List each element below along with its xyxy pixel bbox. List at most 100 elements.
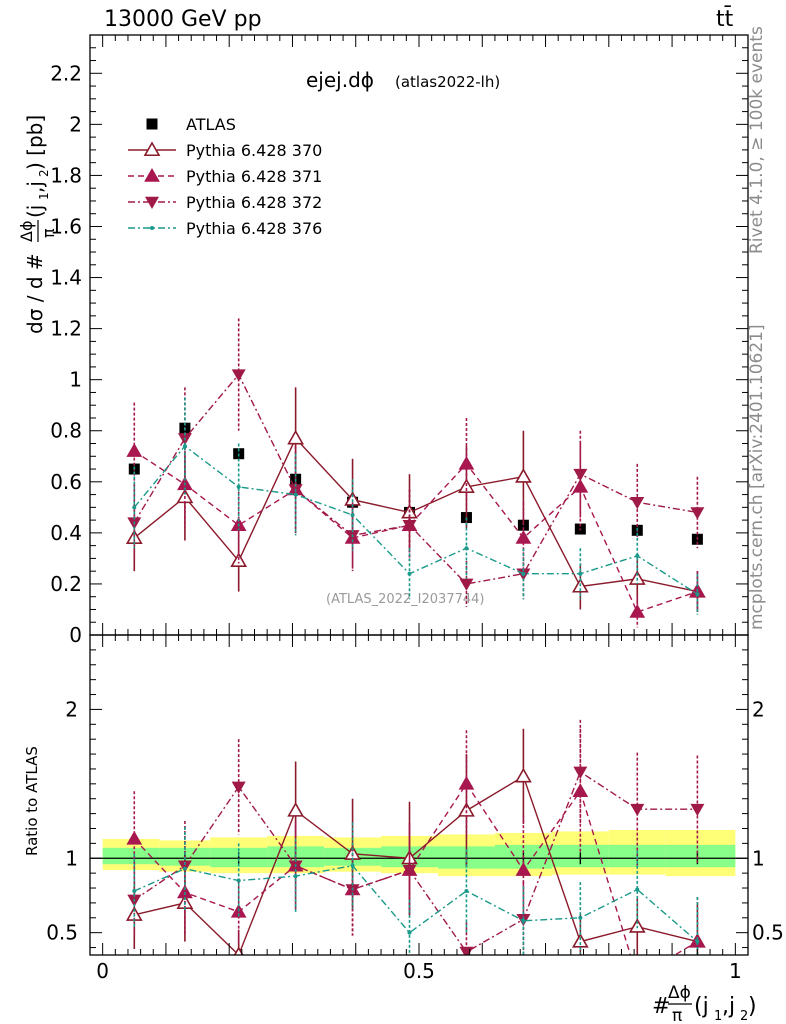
x-tick-label: 0.5 <box>403 959 435 983</box>
legend-label: Pythia 6.428 371 <box>186 167 322 186</box>
main-point <box>629 604 646 618</box>
main-point <box>293 492 298 497</box>
ratio-point <box>578 915 583 920</box>
main-point <box>126 443 143 457</box>
analysis-watermark: (ATLAS_2022_I2037744) <box>326 592 484 607</box>
legend-label: Pythia 6.428 370 <box>186 141 322 160</box>
ratio-series-line <box>134 864 698 943</box>
ratio-point <box>459 946 474 955</box>
main-point <box>458 478 475 493</box>
ratio-point <box>177 860 192 873</box>
main-point <box>464 546 469 551</box>
svg-text:dσ / d #: dσ / d # <box>23 253 47 334</box>
main-y-tick-label: 1.8 <box>50 163 82 187</box>
svg-text:1: 1 <box>37 192 51 200</box>
svg-text:,j: ,j <box>722 994 735 1019</box>
ratio-point <box>635 887 640 892</box>
legend-marker <box>145 196 159 209</box>
ratio-point <box>231 781 246 794</box>
ratio-y-tick-label-right: 0.5 <box>752 921 784 945</box>
svg-text:) [pb]: ) [pb] <box>23 115 47 170</box>
main-point <box>407 571 412 576</box>
main-y-tick-label: 0.4 <box>50 521 82 545</box>
legend-label: Pythia 6.428 376 <box>186 219 322 238</box>
main-point <box>402 519 417 533</box>
main-y-tick-label: 0 <box>69 623 82 647</box>
svg-text:1: 1 <box>714 1009 722 1024</box>
ratio-y-tick-label: 2 <box>65 697 78 721</box>
main-series-4 <box>132 397 700 615</box>
ratio-point <box>515 767 532 783</box>
main-ylabel: dσ / d # Δϕ π (j 1 ,j 2 ) [pb] <box>17 115 58 334</box>
main-panel-marks <box>125 318 706 628</box>
axes: 0 0.2 0.4 0.6 0.8 1 1.2 1.4 1.6 1.8 2 2.2 0.5 0.5 1 1 2 2… <box>46 34 784 983</box>
svg-text:#: # <box>652 994 670 1019</box>
ratio-point <box>458 775 475 790</box>
x-tick-label: 1 <box>729 959 742 983</box>
ratio-series-3 <box>132 822 700 955</box>
main-point <box>459 578 474 591</box>
main-series-0 <box>128 422 703 545</box>
ratio-ylabel: Ratio to ATLAS <box>23 746 41 856</box>
main-point <box>578 571 583 576</box>
svg-text:2: 2 <box>37 169 51 177</box>
main-y-tick-label: 1 <box>69 368 82 392</box>
main-title: ejej.dϕ <box>306 68 374 92</box>
ratio-uncertainty-band <box>90 829 748 877</box>
ratio-point <box>126 830 143 845</box>
band-inner-bin <box>665 844 736 868</box>
main-series-line <box>133 373 698 585</box>
ratio-y-tick-label-right: 1 <box>752 846 765 870</box>
main-point <box>231 369 246 382</box>
main-series-line <box>133 450 698 613</box>
ratio-point <box>402 864 417 878</box>
svg-text:π: π <box>672 1006 682 1024</box>
main-y-tick-label: 2.2 <box>50 61 82 85</box>
rivet-label: Rivet 4.1.0, ≥ 100k events <box>747 26 767 254</box>
main-point <box>515 529 532 544</box>
main-point <box>236 484 241 489</box>
legend-label: ATLAS <box>186 115 236 134</box>
svg-text:Δϕ: Δϕ <box>668 983 691 1003</box>
main-y-tick-label: 1.2 <box>50 317 82 341</box>
legend-entry: Pythia 6.428 376 <box>128 219 322 238</box>
svg-text:2: 2 <box>740 1009 748 1024</box>
legend-marker <box>146 118 158 130</box>
legend-entry: Pythia 6.428 370 <box>128 141 322 160</box>
main-series-1 <box>125 387 706 613</box>
legend-marker <box>150 226 154 230</box>
svg-text:(j: (j <box>694 994 709 1019</box>
main-point <box>515 468 532 483</box>
ratio-point <box>293 874 298 879</box>
main-title-note: (atlas2022-lh) <box>395 73 500 91</box>
main-point <box>635 553 640 558</box>
main-point <box>287 429 305 445</box>
x-axis-label: # Δϕ π (j 1 ,j 2 ) <box>652 983 757 1024</box>
main-point <box>350 513 355 517</box>
ratio-point <box>521 918 526 923</box>
process-label: tt̄ <box>716 6 734 32</box>
svg-text:,j: ,j <box>23 181 47 193</box>
main-y-tick-label: 0.6 <box>50 470 82 494</box>
main-point <box>132 505 137 510</box>
svg-text:π: π <box>39 228 58 238</box>
main-point <box>182 444 187 449</box>
svg-text:(j: (j <box>23 205 47 218</box>
ratio-point <box>182 866 187 871</box>
legend-marker <box>144 167 160 182</box>
ratio-series-line <box>133 782 698 955</box>
main-point <box>695 592 700 597</box>
ratio-y-tick-label-right: 2 <box>752 697 765 721</box>
legend-entry: Pythia 6.428 371 <box>128 167 322 186</box>
ratio-point <box>132 889 137 893</box>
legend-marker <box>143 141 161 157</box>
main-point <box>521 571 526 576</box>
ratio-y-tick-label: 1 <box>65 846 78 870</box>
legend-entry: ATLAS <box>146 115 236 134</box>
band-inner-bin <box>102 847 160 865</box>
ratio-panel-marks <box>125 719 706 955</box>
mcplots-label: mcplots.cern.ch [arXiv:2401.10621] <box>747 324 767 630</box>
main-y-tick-label: 0.2 <box>50 572 82 596</box>
main-point <box>230 552 248 568</box>
